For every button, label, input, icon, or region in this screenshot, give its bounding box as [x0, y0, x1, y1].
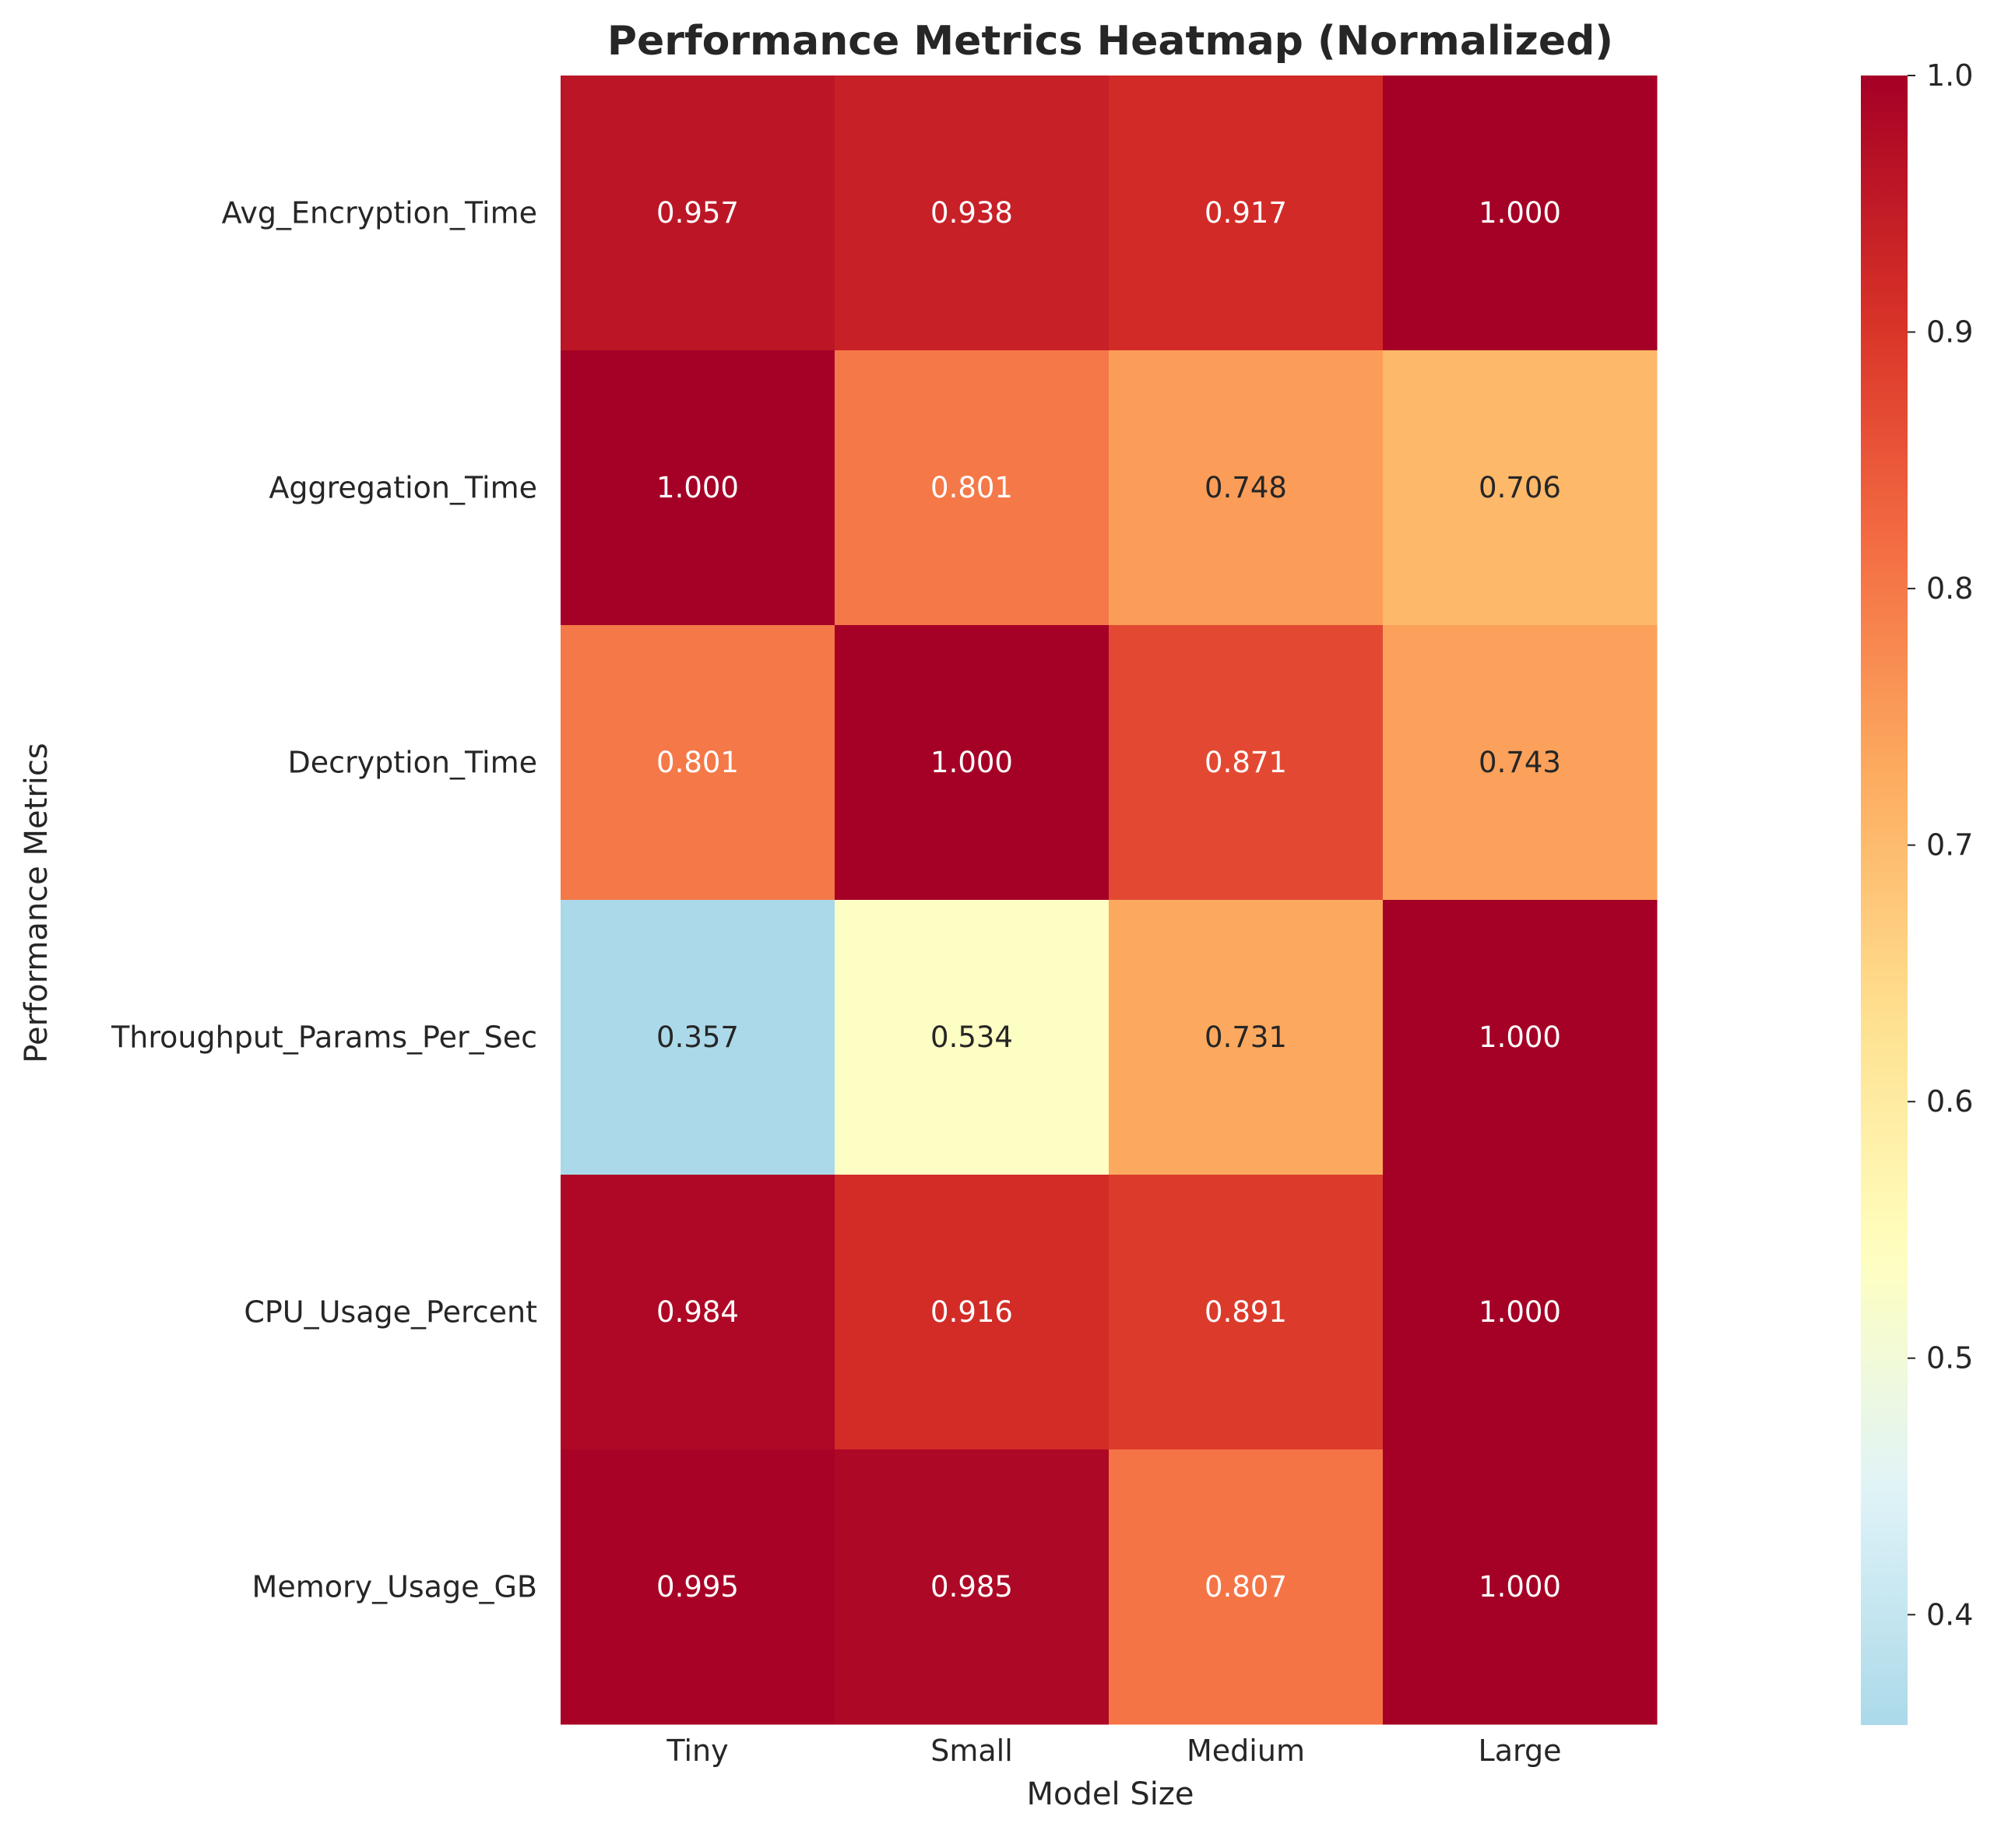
heatmap-cell: [835, 350, 1110, 626]
y-tick-label: CPU_Usage_Percent: [244, 1295, 537, 1330]
heatmap-cell-value: 0.917: [1204, 196, 1287, 230]
y-tick-label: Aggregation_Time: [269, 471, 537, 505]
heatmap-cell: [835, 625, 1110, 901]
y-tick-label: Memory_Usage_GB: [252, 1570, 537, 1604]
y-tick-label: Decryption_Time: [287, 746, 537, 780]
heatmap-cell: [835, 1175, 1110, 1450]
heatmap-cell-value: 0.938: [930, 196, 1013, 230]
colorbar-tick-label: 0.6: [1926, 1084, 1973, 1119]
heatmap-cell-value: 1.000: [656, 471, 739, 504]
colorbar-tick-label: 1.0: [1926, 58, 1973, 93]
heatmap-cell-value: 1.000: [1479, 1570, 1561, 1604]
heatmap-cell-value: 0.743: [1479, 746, 1561, 779]
heatmap-cell-value: 0.534: [930, 1021, 1013, 1054]
heatmap-cell: [1109, 76, 1384, 351]
colorbar: [1861, 76, 1908, 1725]
heatmap-cell-value: 0.801: [656, 746, 739, 779]
heatmap-cell: [561, 625, 835, 901]
heatmap-cell-value: 0.807: [1204, 1570, 1287, 1604]
heatmap-cell: [835, 76, 1110, 351]
y-axis-label: Performance Metrics: [19, 743, 55, 1063]
heatmap-cell-value: 1.000: [1479, 1021, 1561, 1054]
heatmap-cell-value: 0.801: [930, 471, 1013, 504]
heatmap-cell-value: 1.000: [1479, 1295, 1561, 1329]
heatmap-cell: [561, 900, 835, 1175]
y-tick-label: Throughput_Params_Per_Sec: [111, 1021, 537, 1055]
heatmap-cell: [1383, 76, 1658, 351]
colorbar-ticks: 0.4 0.5 0.6 0.7 0.8 0.9 1.0: [1908, 58, 1973, 1632]
x-tick-label: Large: [1479, 1734, 1562, 1768]
heatmap-cell: [561, 1449, 835, 1725]
y-tick-label: Avg_Encryption_Time: [222, 196, 537, 230]
heatmap-cell-value: 0.984: [656, 1295, 739, 1329]
heatmap-cell-value: 0.748: [1204, 471, 1287, 504]
x-tick-label: Small: [930, 1734, 1013, 1768]
heatmap-cell: [1383, 1175, 1658, 1450]
heatmap-cells: 0.957 0.938 0.917 1.000 1.000 0.801 0.748 0.706…: [561, 76, 1658, 1725]
heatmap-cell-value: 0.871: [1204, 746, 1287, 779]
heatmap-cell-value: 1.000: [1479, 196, 1561, 230]
heatmap-cell: [1109, 900, 1384, 1175]
heatmap-cell: [835, 900, 1110, 1175]
heatmap-cell: [1109, 1175, 1384, 1450]
heatmap-cell-value: 1.000: [930, 746, 1013, 779]
heatmap-cell: [1383, 1449, 1658, 1725]
heatmap-cell: [1383, 625, 1658, 901]
y-tick-labels: Avg_Encryption_Time Aggregation_Time Decry…: [111, 196, 537, 1604]
heatmap-cell-value: 0.357: [656, 1021, 739, 1054]
heatmap-cell: [1109, 1449, 1384, 1725]
heatmap-cell-value: 0.731: [1204, 1021, 1287, 1054]
heatmap-cell-value: 0.995: [656, 1570, 739, 1604]
heatmap-cell-value: 0.916: [930, 1295, 1013, 1329]
heatmap-cell: [561, 350, 835, 626]
colorbar-tick-label: 0.4: [1926, 1597, 1973, 1632]
x-tick-label: Medium: [1187, 1734, 1305, 1768]
x-tick-label: Tiny: [666, 1734, 728, 1768]
heatmap-cell: [1109, 350, 1384, 626]
heatmap-cell: [1383, 350, 1658, 626]
heatmap-cell-value: 0.706: [1479, 471, 1561, 504]
heatmap-cell-value: 0.985: [930, 1570, 1013, 1604]
colorbar-tick-label: 0.9: [1926, 315, 1973, 350]
colorbar-tick-label: 0.7: [1926, 828, 1973, 863]
heatmap-cell: [1383, 900, 1658, 1175]
heatmap-cell-value: 0.891: [1204, 1295, 1287, 1329]
heatmap-cell: [561, 76, 835, 351]
heatmap-cell-value: 0.957: [656, 196, 739, 230]
x-tick-labels: Tiny Small Medium Large: [666, 1734, 1561, 1768]
chart-title: Performance Metrics Heatmap (Normalized): [607, 18, 1613, 65]
x-axis-label: Model Size: [1027, 1776, 1194, 1812]
colorbar-tick-label: 0.5: [1926, 1341, 1973, 1375]
heatmap-cell: [561, 1175, 835, 1450]
heatmap-cell: [835, 1449, 1110, 1725]
heatmap-cell: [1109, 625, 1384, 901]
colorbar-tick-label: 0.8: [1926, 571, 1973, 606]
